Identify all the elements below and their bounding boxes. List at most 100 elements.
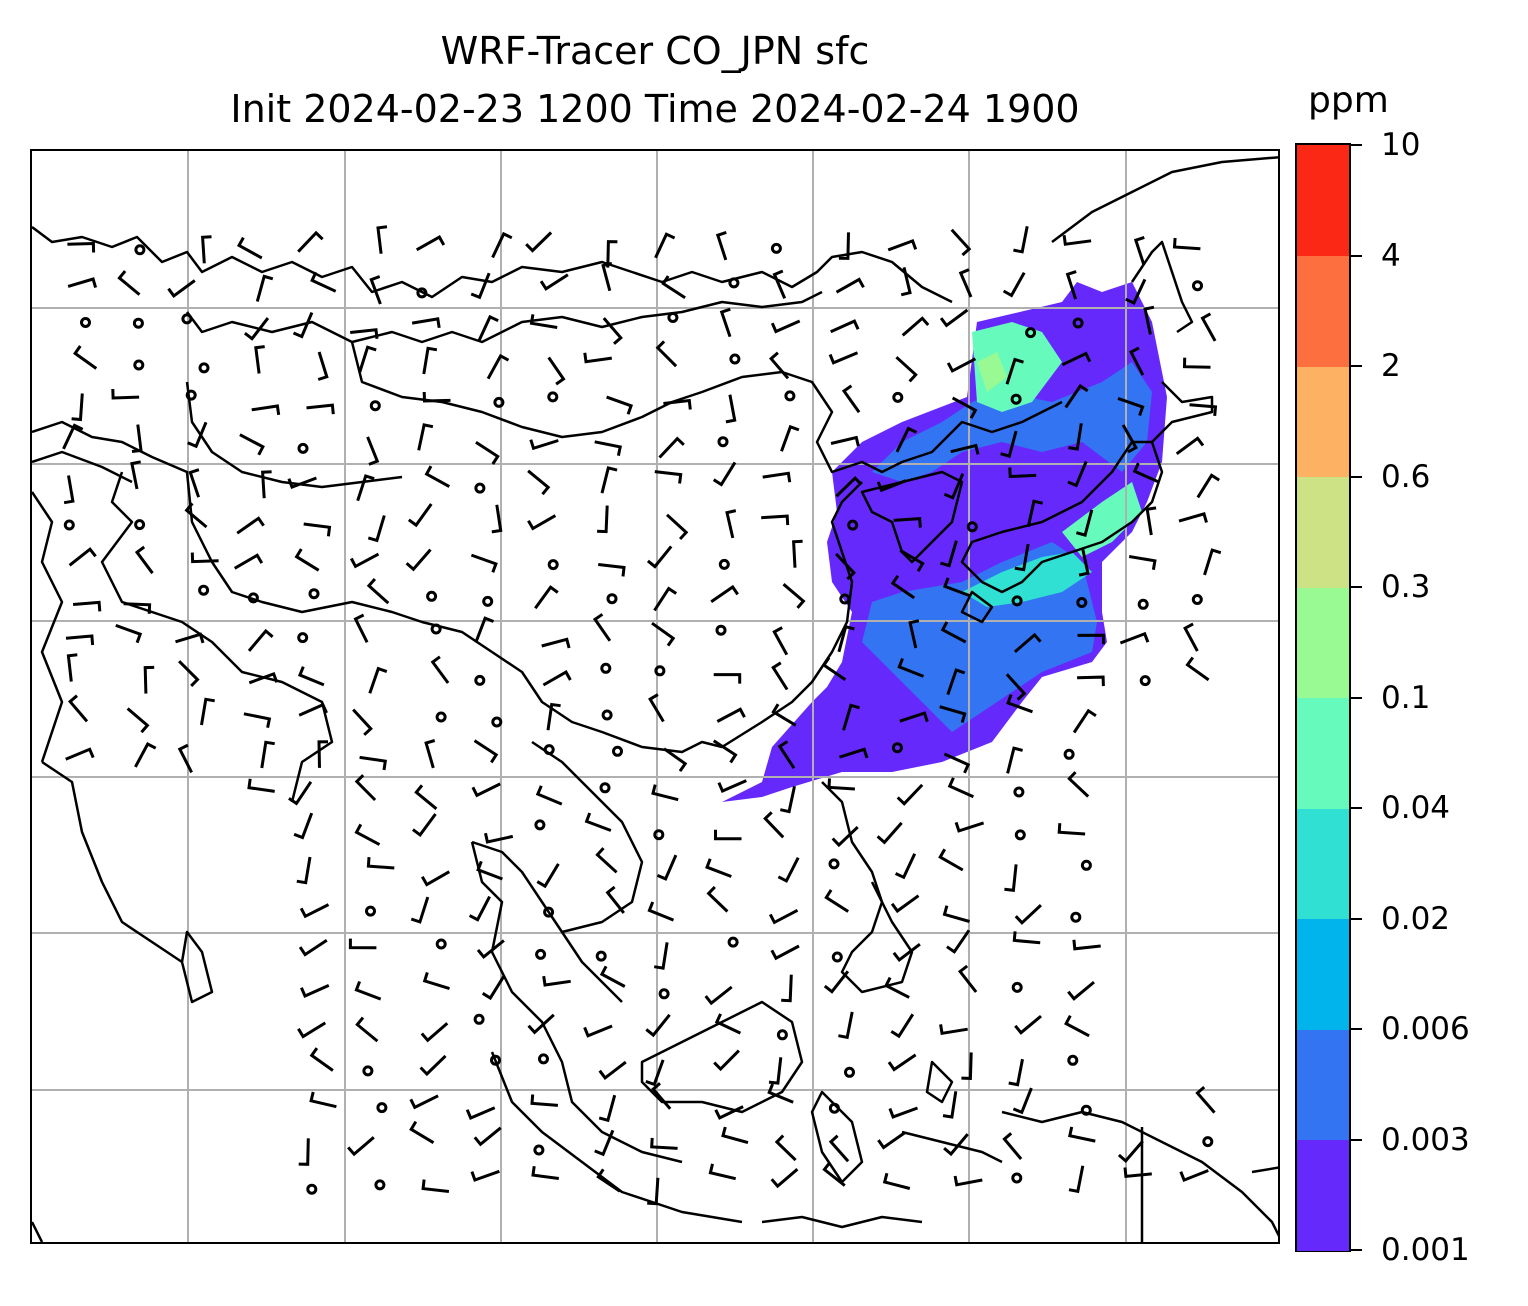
wind-barb	[369, 275, 382, 305]
wind-barb	[1121, 424, 1138, 454]
calm-wind-circle	[1192, 280, 1203, 292]
calm-wind-circle	[474, 674, 486, 686]
calm-wind-circle	[828, 858, 840, 870]
wind-barb	[792, 539, 803, 568]
wind-barb	[1064, 1014, 1090, 1038]
wind-barb	[710, 584, 739, 603]
wind-barb	[366, 436, 380, 466]
wind-barb	[293, 812, 314, 840]
wind-barb	[893, 516, 922, 528]
gridlines	[32, 151, 1278, 1242]
calm-wind-circle	[133, 359, 145, 371]
calm-wind-circle	[658, 988, 670, 1000]
wind-barb	[243, 317, 270, 341]
calm-wind-circle	[547, 559, 559, 571]
calm-wind-circle	[297, 442, 309, 454]
calm-wind-circle	[369, 400, 381, 412]
wind-barb	[1012, 1087, 1033, 1115]
calm-wind-circle	[535, 948, 547, 960]
wind-barb	[303, 522, 332, 537]
wind-barb	[771, 703, 797, 727]
calm-wind-circle	[729, 353, 741, 365]
wind-barb	[1128, 346, 1145, 376]
wind-barb	[366, 857, 395, 870]
wind-barb	[143, 665, 155, 694]
wind-barb	[897, 657, 925, 678]
wind-barb	[725, 394, 737, 424]
calm-wind-circle	[1080, 859, 1092, 871]
wind-barb	[761, 514, 790, 526]
wind-barb	[892, 943, 921, 962]
wind-barb	[1182, 357, 1211, 369]
colorbar-tick-label: 0.02	[1381, 900, 1451, 937]
wind-barb	[470, 553, 498, 573]
wind-barb	[187, 421, 208, 449]
colorbar-tick	[1351, 586, 1362, 588]
colorbar-tick-label: 10	[1381, 127, 1421, 163]
wind-barb	[465, 1106, 496, 1120]
wind-barb	[841, 384, 861, 414]
colorbar-segment	[1297, 587, 1349, 698]
wind-barb	[602, 317, 623, 345]
calm-wind-circle	[1139, 675, 1151, 687]
wind-barb	[297, 666, 325, 687]
wind-barb	[647, 901, 675, 922]
wind-barb	[939, 540, 958, 568]
wind-barb	[876, 821, 903, 845]
wind-barb	[297, 230, 324, 253]
wind-barb	[255, 274, 274, 302]
wind-barb	[407, 503, 433, 528]
wind-barb	[481, 975, 506, 1001]
wind-barb	[705, 858, 732, 878]
wind-barb	[359, 755, 388, 771]
wind-barb	[939, 308, 969, 328]
wind-barb	[1014, 904, 1042, 925]
wind-barb	[950, 228, 972, 257]
wind-barb	[887, 1053, 917, 1072]
wind-barb	[233, 553, 264, 570]
calm-wind-circle	[1025, 327, 1037, 339]
calm-wind-circle	[365, 905, 376, 917]
wind-barb	[261, 470, 272, 499]
wind-barb	[890, 574, 916, 600]
wind-barb	[768, 1057, 783, 1085]
wind-barb	[895, 356, 918, 383]
map-panel	[30, 149, 1280, 1244]
wind-barb	[1179, 1169, 1209, 1183]
wind-barb	[940, 621, 967, 644]
wind-barb	[770, 319, 801, 334]
wind-barb	[309, 1091, 337, 1109]
wind-barb	[310, 271, 337, 293]
wind-barb	[471, 782, 501, 798]
wind-barb	[349, 552, 380, 569]
colorbar-unit-label: ppm	[1308, 80, 1389, 121]
colorbar-tick-label: 2	[1381, 348, 1401, 384]
wind-barb	[1004, 864, 1018, 892]
wind-barb	[354, 980, 382, 1001]
wind-barb	[130, 460, 142, 490]
wind-barb	[1068, 1165, 1085, 1194]
map-title-line-2: Init 2024-02-23 1200 Time 2024-02-24 190…	[230, 87, 1080, 131]
wind-barb	[298, 702, 328, 717]
wind-barb	[1072, 708, 1097, 734]
wind-barb	[1196, 473, 1221, 499]
wind-barb	[888, 1106, 919, 1119]
colorbar-tick-label: 0.3	[1381, 569, 1431, 605]
calm-wind-circle	[667, 312, 679, 323]
wind-barb	[527, 469, 551, 496]
wind-barb	[527, 1013, 555, 1035]
colorbar-tick	[1351, 917, 1362, 920]
wind-barb	[835, 277, 865, 294]
wind-barb	[827, 778, 855, 791]
wind-barb	[663, 747, 688, 772]
calm-wind-circle	[308, 588, 320, 600]
wind-barb	[896, 783, 924, 806]
colorbar-tick	[1351, 1138, 1362, 1141]
wind-barb	[476, 939, 505, 960]
wind-barb	[654, 232, 676, 259]
calm-wind-circle	[1063, 748, 1075, 760]
wind-barb	[1178, 512, 1208, 523]
wind-barb	[541, 637, 571, 649]
wind-barb	[1132, 462, 1160, 484]
wind-barb	[658, 436, 685, 459]
